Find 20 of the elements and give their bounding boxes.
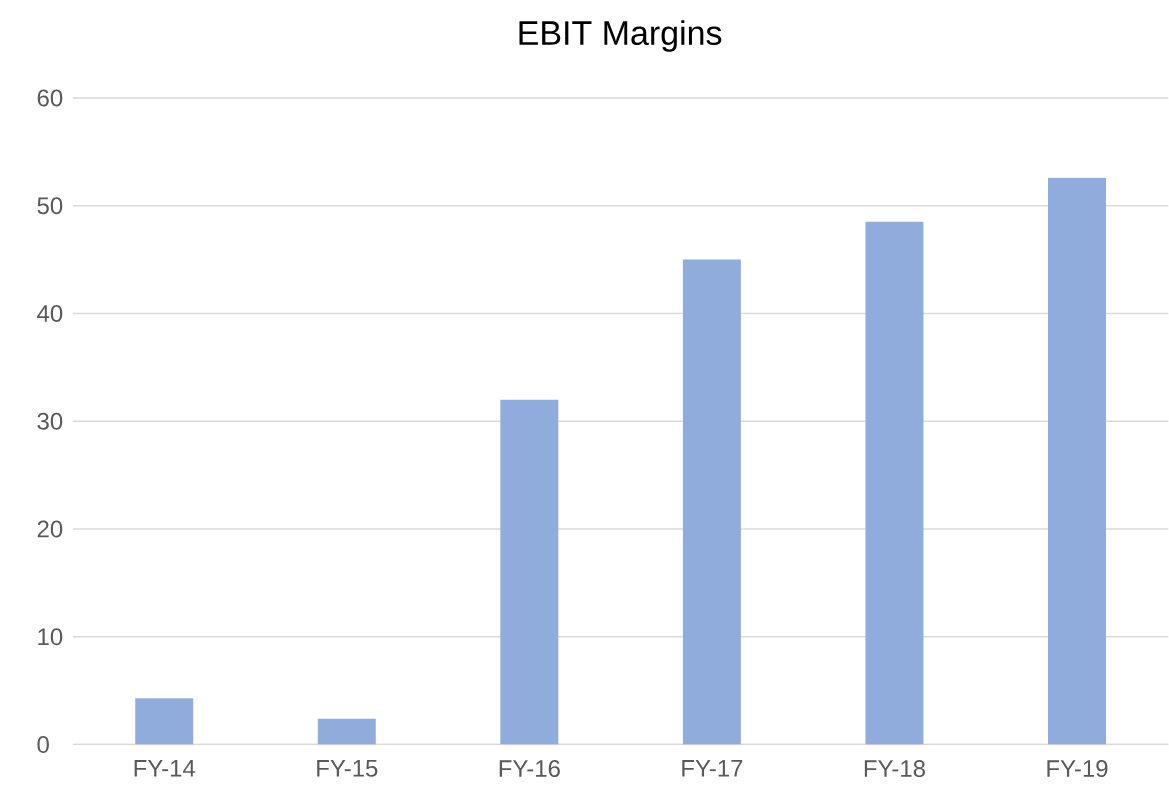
x-tick-label: FY-17	[682, 760, 743, 777]
y-tick-label: 60	[37, 89, 63, 107]
y-tick-label: 20	[37, 520, 63, 538]
bar	[1048, 177, 1106, 745]
y-tick-label: 30	[37, 413, 63, 430]
y-tick-label: 10	[38, 628, 63, 646]
x-tick-label: FY-16	[499, 760, 560, 778]
bar	[135, 698, 194, 745]
x-tick-label: FY-19	[1047, 760, 1108, 778]
x-tick-label: FY-18	[864, 760, 925, 778]
y-tick-label: 40	[37, 305, 63, 323]
y-tick-label: 0	[37, 736, 49, 754]
bar	[500, 399, 559, 745]
x-tick-label: FY-14	[134, 760, 196, 777]
x-tick-label: FY-15	[317, 760, 378, 778]
bar	[317, 718, 376, 745]
chart-title: EBIT Margins	[519, 20, 722, 53]
y-tick-label: 50	[37, 197, 63, 215]
bar	[682, 259, 741, 745]
bar	[865, 222, 924, 745]
